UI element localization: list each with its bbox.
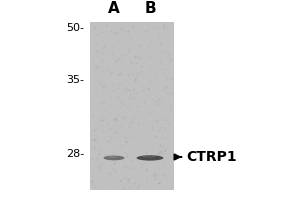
Text: 28-: 28- xyxy=(66,149,84,159)
Text: CTRP1: CTRP1 xyxy=(186,150,237,164)
Text: A: A xyxy=(108,1,120,16)
Text: 35-: 35- xyxy=(66,75,84,85)
Ellipse shape xyxy=(107,156,118,158)
Ellipse shape xyxy=(136,155,164,161)
Text: B: B xyxy=(144,1,156,16)
Text: 50-: 50- xyxy=(66,23,84,33)
Ellipse shape xyxy=(103,156,124,160)
Bar xyxy=(90,22,174,190)
Ellipse shape xyxy=(141,155,156,158)
